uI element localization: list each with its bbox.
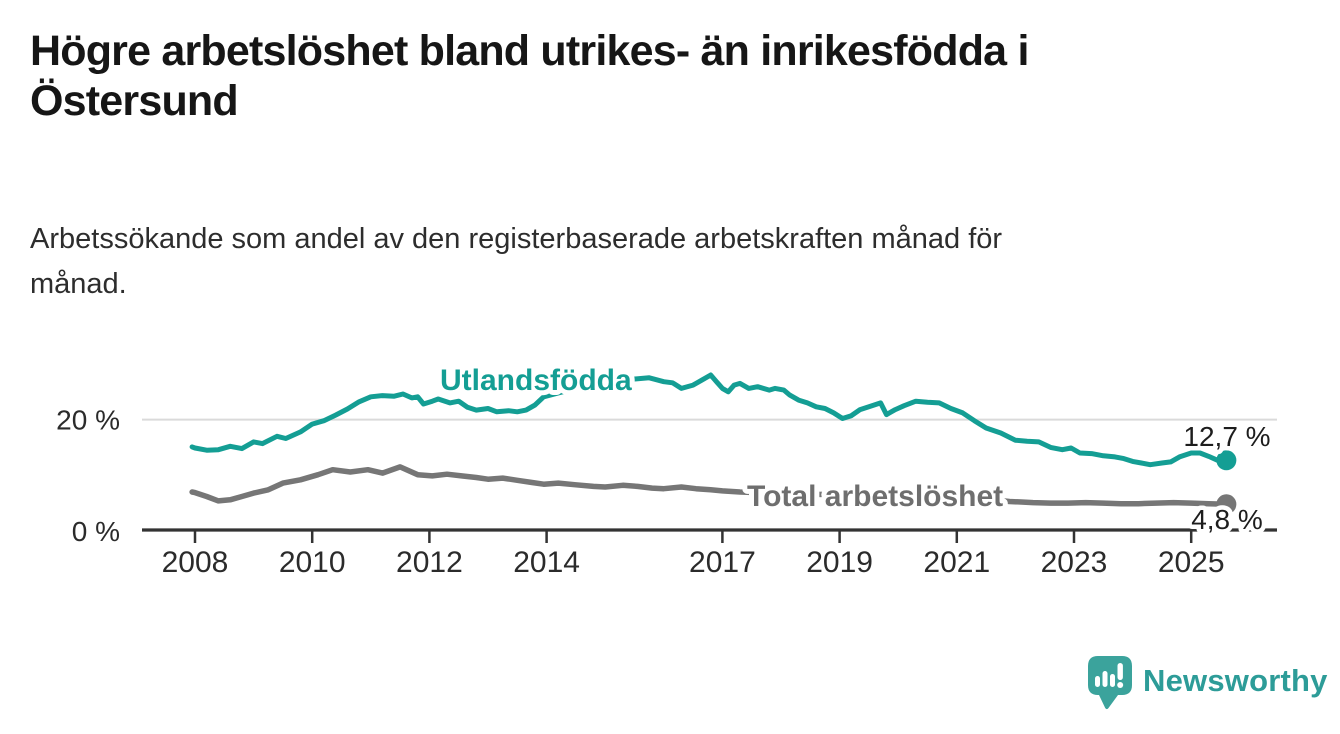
end-value-label-total: 4,8 % (1191, 504, 1263, 535)
x-axis-tick-label: 2008 (162, 546, 229, 579)
page-title-line-1: Högre arbetslöshet bland utrikes- än inr… (30, 27, 1029, 75)
series-end-dot-total (1216, 494, 1237, 515)
series-label-total: Total arbetslöshet (747, 480, 1003, 513)
exclamation-dot (1117, 682, 1124, 688)
x-axis-tick-label: 2021 (923, 546, 990, 579)
chart-subtitle-line-2: månad. (30, 268, 127, 300)
x-axis-tick-label: 2012 (396, 546, 463, 579)
exclamation-bar (1117, 663, 1123, 680)
x-axis-tick-label: 2023 (1041, 546, 1108, 579)
series-line-total (189, 464, 1230, 508)
series-end-dot-utlandsfodda (1216, 450, 1237, 471)
series-line-utlandsfodda (189, 372, 1229, 468)
bar-1 (1095, 676, 1100, 687)
bar-2 (1102, 671, 1108, 687)
y-axis-tick-label: 20 % (56, 405, 120, 436)
x-axis-tick-label: 2017 (689, 546, 756, 579)
chart-subtitle: Arbetssökande som andel av den registerb… (30, 217, 1240, 307)
speech-bubble-bar-chart-icon (1088, 656, 1132, 710)
chart-subtitle-line-1: Arbetssökande som andel av den registerb… (30, 223, 1003, 255)
page-title: Högre arbetslöshet bland utrikes- än inr… (30, 26, 1220, 126)
brand-name: Newsworthy (1143, 663, 1328, 698)
page-title-line-2: Östersund (30, 77, 239, 125)
x-axis-tick-label: 2014 (513, 546, 580, 579)
y-axis-tick-label: 0 % (72, 516, 120, 547)
x-axis-tick-label: 2025 (1158, 546, 1225, 579)
x-axis-tick-label: 2019 (806, 546, 873, 579)
bar-3 (1110, 674, 1115, 687)
series-label-utlandsfodda: Utlandsfödda (440, 364, 632, 397)
newsworthy-logo: Newsworthy (1087, 655, 1328, 713)
x-axis-tick-label: 2010 (279, 546, 346, 579)
end-value-label-utlandsfodda: 12,7 % (1183, 421, 1270, 452)
